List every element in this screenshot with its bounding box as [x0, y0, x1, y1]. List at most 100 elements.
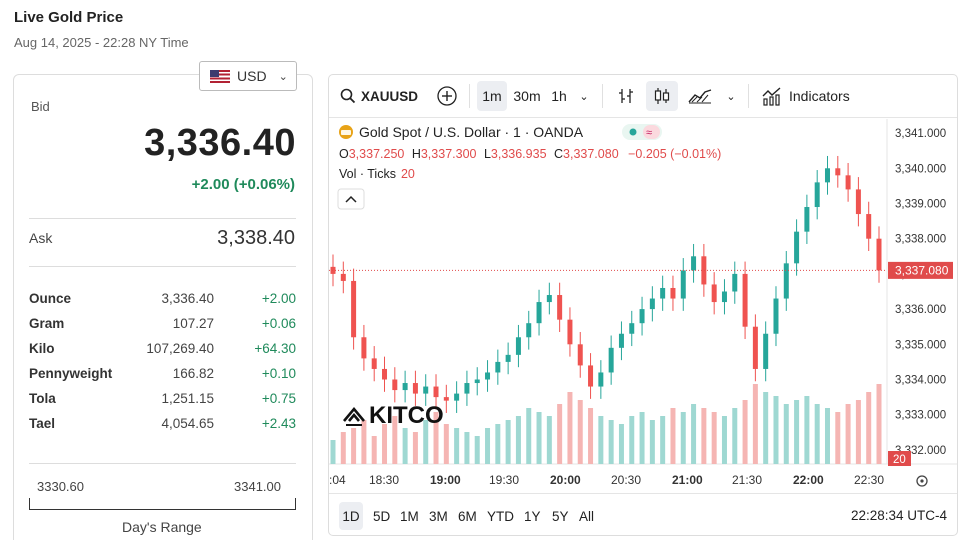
- collapse-legend-button[interactable]: [337, 188, 365, 210]
- range-3m-button[interactable]: 3M: [429, 508, 448, 524]
- unit-row-gram: Gram 107.27 +0.06: [29, 316, 296, 341]
- price-candle: [588, 353, 594, 399]
- volume-bar: [577, 400, 583, 464]
- price-candle: [701, 243, 707, 297]
- range-1y-button[interactable]: 1Y: [524, 508, 541, 524]
- unit-price: 3,336.40: [161, 291, 214, 306]
- area-style-button[interactable]: [685, 81, 715, 111]
- price-candle: [464, 370, 470, 406]
- price-candle: [454, 381, 460, 413]
- range-6m-button[interactable]: 6M: [458, 508, 477, 524]
- symbol-search-button[interactable]: XAUUSD: [339, 81, 418, 111]
- price-candle: [691, 243, 697, 283]
- price-candles: [330, 155, 882, 413]
- volume-bar: [392, 416, 398, 464]
- unit-price: 107,269.40: [146, 341, 214, 356]
- price-candle: [680, 258, 686, 311]
- interval-1h-button[interactable]: 1h: [548, 81, 570, 111]
- chart-type-dropdown-button[interactable]: ⌄: [724, 81, 738, 111]
- area-chart-icon: [688, 89, 712, 104]
- range-5d-button[interactable]: 5D: [373, 508, 391, 524]
- price-candle: [433, 374, 439, 410]
- price-candle: [546, 282, 552, 315]
- page-timestamp: Aug 14, 2025 - 22:28 NY Time: [14, 35, 189, 50]
- price-candle: [526, 310, 532, 350]
- chart-clock: 22:28:34 UTC-4: [850, 508, 947, 523]
- range-5y-button[interactable]: 5Y: [552, 508, 569, 524]
- days-range-bar: [29, 498, 296, 510]
- time-tick-label: 21:00: [672, 473, 703, 487]
- delayed-icon: [643, 125, 660, 139]
- currency-select[interactable]: USD ⌄: [199, 61, 297, 91]
- range-1m-button[interactable]: 1M: [400, 508, 419, 524]
- price-candle: [577, 331, 583, 378]
- price-candle: [402, 370, 408, 403]
- price-chart[interactable]: KITCO Gold Spot / U.S. Dollar · 1 · OAND…: [329, 119, 957, 494]
- volume-bars: [330, 384, 882, 464]
- price-tick-label: 3,338.000: [895, 234, 946, 246]
- volume-bar: [814, 404, 820, 464]
- volume-bar: [732, 408, 738, 464]
- price-candle: [742, 261, 748, 340]
- volume-bar: [588, 408, 594, 464]
- unit-change: +64.30: [254, 341, 296, 356]
- price-tick-label: 3,339.000: [895, 198, 946, 210]
- range-toolbar: 1D 5D 1M 3M 6M YTD 1Y 5Y All 22:28:34 UT…: [329, 493, 957, 535]
- price-candle: [392, 367, 398, 403]
- chart-settings-button[interactable]: [916, 475, 928, 487]
- bid-change: +2.00 (+0.06%): [191, 176, 295, 193]
- price-candle: [485, 360, 491, 392]
- unit-name: Gram: [29, 316, 65, 331]
- volume-bar: [402, 428, 408, 464]
- volume-bar: [618, 424, 624, 464]
- range-1d-button[interactable]: 1D: [339, 502, 363, 530]
- toolbar-separator: [602, 84, 603, 108]
- time-tick-label: 18:30: [369, 473, 399, 487]
- volume-bar: [742, 400, 748, 464]
- price-candle: [721, 279, 727, 315]
- svg-text:3,337.080: 3,337.080: [895, 263, 949, 277]
- market-open-dot-icon: [629, 128, 637, 136]
- volume-bar: [454, 428, 460, 464]
- volume-bar: [763, 392, 769, 464]
- interval-30m-button[interactable]: 30m: [511, 81, 543, 111]
- unit-row-tola: Tola 1,251.15 +0.75: [29, 391, 296, 416]
- candles-style-button[interactable]: [646, 81, 678, 111]
- chevron-down-icon: ⌄: [278, 70, 288, 83]
- interval-1m-button[interactable]: 1m: [477, 81, 507, 111]
- unit-change: +2.00: [261, 291, 296, 306]
- volume-bar: [536, 412, 542, 464]
- days-range-label: Day's Range: [122, 519, 202, 535]
- range-all-button[interactable]: All: [579, 508, 595, 524]
- days-range-high: 3341.00: [234, 479, 281, 494]
- volume-bar: [351, 428, 357, 464]
- unit-price: 4,054.65: [161, 416, 214, 431]
- kitco-logo-icon: [343, 406, 365, 426]
- divider: [29, 463, 296, 464]
- price-candle: [423, 374, 429, 406]
- time-tick-label: 20:30: [611, 473, 641, 487]
- unit-name: Kilo: [29, 341, 55, 356]
- divider: [29, 266, 296, 267]
- indicators-button[interactable]: Indicators: [761, 81, 850, 111]
- price-candle: [639, 296, 645, 336]
- unit-row-ounce: Ounce 3,336.40 +2.00: [29, 291, 296, 316]
- price-candle: [382, 356, 388, 392]
- interval-dropdown-button[interactable]: ⌄: [577, 81, 591, 111]
- volume-bar: [423, 420, 429, 464]
- time-tick-label: :04: [329, 473, 346, 487]
- unit-change: +0.10: [261, 366, 296, 381]
- ask-label: Ask: [29, 230, 53, 246]
- bars-icon: [619, 89, 633, 103]
- volume-bar: [330, 440, 336, 464]
- price-candle: [361, 324, 367, 371]
- volume-bar: [412, 432, 418, 464]
- time-tick-label: 19:30: [489, 473, 519, 487]
- volume-bar: [629, 416, 635, 464]
- volume-bar: [361, 420, 367, 464]
- bar-style-button[interactable]: [612, 81, 640, 111]
- range-ytd-button[interactable]: YTD: [487, 508, 514, 524]
- compare-symbol-button[interactable]: [436, 81, 458, 111]
- volume-bar: [835, 412, 841, 464]
- volume-bar: [701, 408, 707, 464]
